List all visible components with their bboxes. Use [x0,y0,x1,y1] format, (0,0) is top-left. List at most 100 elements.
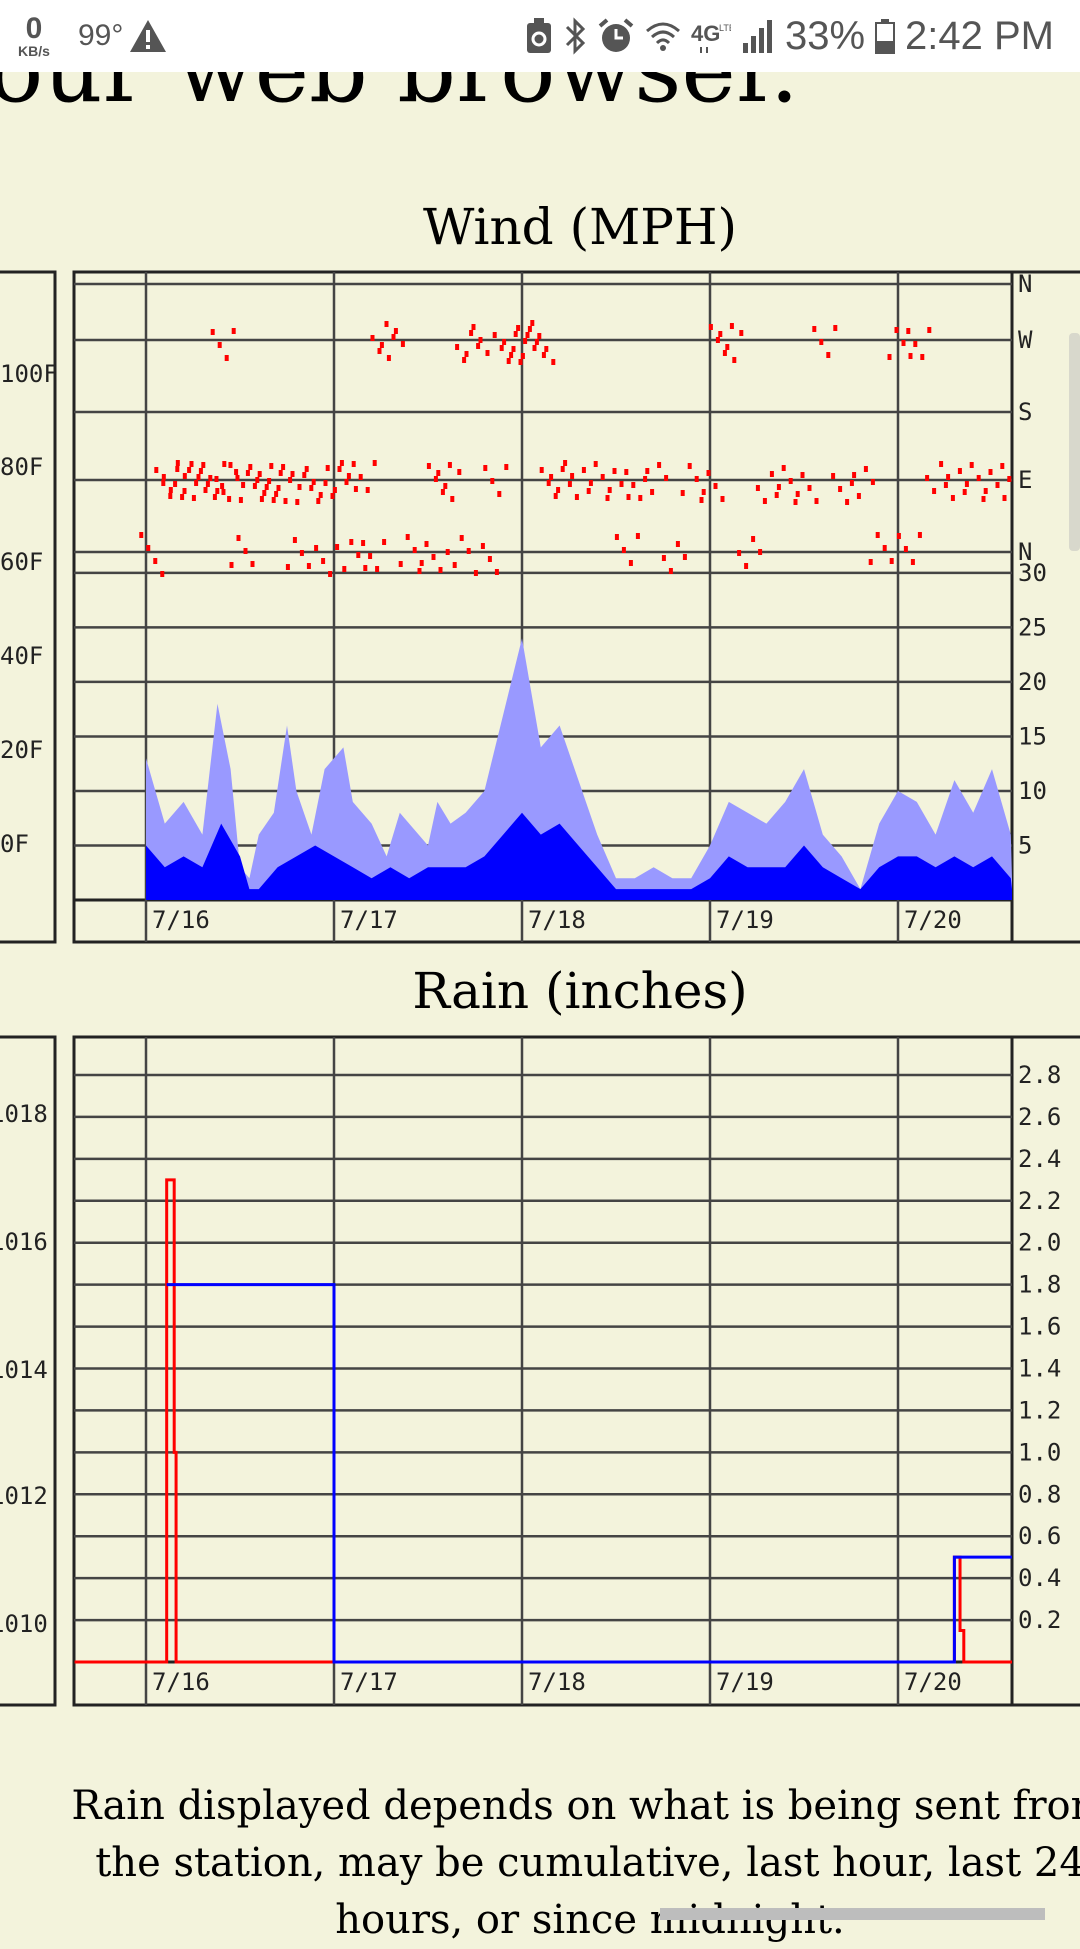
wind-direction-point [534,339,539,345]
wind-direction-point [344,479,349,485]
wind-direction-point [497,491,502,497]
wind-direction-point [626,494,631,500]
wind-direction-point [139,532,144,538]
network-speed-unit: KB/s [18,43,50,59]
wind-direction-point [722,350,727,356]
wind-direction-point [335,544,340,550]
wind-direction-point [146,545,151,551]
wind-direction-point [903,546,908,552]
wind-direction-point [196,474,201,480]
wind-direction-point [203,487,208,493]
wind-direction-point [175,466,180,472]
x-tick-label: 7/19 [716,906,774,934]
wind-direction-point [271,497,276,503]
wind-direction-point [235,475,240,481]
wind-direction-point [619,481,624,487]
wind-direction-point [379,342,384,348]
speed-axis-label: 15 [1018,722,1047,750]
wind-direction-point [607,487,612,493]
wind-direction-point [220,483,225,489]
wind-direction-point [694,476,699,482]
rain-axis-label: 2.2 [1018,1187,1061,1215]
wind-direction-point [299,550,304,556]
wind-direction-point [788,478,793,484]
wind-direction-point [492,332,497,338]
wind-direction-point [447,462,452,468]
wind-direction-point [570,473,575,479]
direction-axis-label: N [1018,538,1032,566]
left-panel-frame [0,1035,57,1707]
wind-direction-point [231,328,236,334]
wind-direction-point [913,341,918,347]
wind-direction-point [1000,463,1005,469]
rain-axis-label: 2.6 [1018,1103,1061,1131]
wind-direction-point [405,534,410,540]
wind-direction-point [267,478,272,484]
wind-direction-point [600,474,605,480]
wifi-icon [645,17,681,55]
wind-direction-point [372,460,377,466]
wind-direction-point [323,480,328,486]
wind-direction-point [248,464,253,470]
left-panel-label: 1016 [0,1228,48,1256]
wind-direction-point [1007,476,1012,482]
wind-direction-point [988,469,993,475]
wind-direction-point [875,532,880,538]
wind-direction-point [499,345,504,351]
wind-direction-point [638,495,643,501]
wind-direction-point [525,332,530,338]
wind-direction-point [755,485,760,491]
x-tick-label: 7/17 [340,1668,398,1696]
wind-direction-point [605,495,610,501]
plot-frame [72,1035,1080,1707]
speed-axis-label: 5 [1018,831,1032,859]
wind-direction-point [161,480,166,486]
wind-direction-point [302,472,307,478]
wind-direction-point [370,335,375,341]
scrollbar-thumb[interactable] [1069,333,1080,551]
wind-direction-point [485,350,490,356]
wind-direction-point [224,355,229,361]
wind-direction-point [506,358,511,364]
bluetooth-icon [563,17,587,55]
wind-direction-point [443,483,448,489]
wind-direction-point [586,488,591,494]
wind-direction-point [243,548,248,554]
svg-text:4G: 4G [691,21,720,46]
wind-direction-point [259,496,264,502]
wind-direction-point [391,334,396,340]
speed-axis-label: 25 [1018,613,1047,641]
wind-direction-point [189,461,194,467]
wind-direction-point [318,492,323,498]
rain-axis-label: 2.0 [1018,1229,1061,1257]
wind-direction-point [356,552,361,558]
wind-direction-point [241,482,246,488]
wind-direction-point [910,559,915,565]
wind-direction-point [438,567,443,573]
wind-direction-point [466,548,471,554]
wind-direction-point [431,554,436,560]
wind-direction-point [290,471,295,477]
wind-direction-point [621,547,626,553]
wind-direction-point [680,490,685,496]
wind-direction-point [551,359,556,365]
left-panel-label: 100F [0,360,58,388]
rain-axis-label: 0.6 [1018,1522,1061,1550]
rain-red-series [74,1178,1012,1664]
rain-axis-label: 0.8 [1018,1480,1061,1508]
wind-direction-point [332,487,337,493]
direction-axis-label: E [1018,466,1032,494]
wind-direction-point [342,566,347,572]
wind-direction-point [661,555,666,561]
wind-direction-point [281,464,286,470]
wind-direction-point [776,484,781,490]
wind-direction-point [400,341,405,347]
wind-direction-point [222,461,227,467]
wind-direction-point [205,481,210,487]
left-panel-frame [0,270,57,944]
wind-direction-point [737,550,742,556]
wind-direction-point [518,359,523,365]
wind-direction-point [901,340,906,346]
wind-direction-point [906,328,911,334]
